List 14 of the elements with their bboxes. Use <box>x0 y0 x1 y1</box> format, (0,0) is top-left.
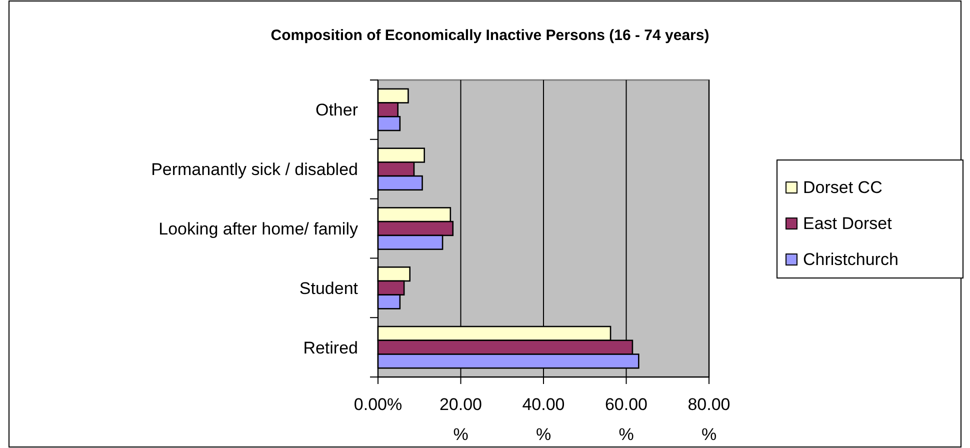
x-tick-label: 80.00% <box>688 395 730 444</box>
legend-label: Christchurch <box>803 250 898 269</box>
legend-label: East Dorset <box>803 214 892 233</box>
x-tick-label: 20.00% <box>439 395 482 444</box>
y-tick-label: Looking after home/ family <box>158 220 358 238</box>
y-tick-label: Other <box>315 100 358 120</box>
x-tick-label: 60.00% <box>604 395 648 444</box>
legend-label: Dorset CC <box>803 178 882 197</box>
y-tick-label: Student <box>299 278 358 298</box>
y-tick-label: Retired <box>303 338 358 358</box>
x-tick-label: 0.00% <box>354 395 402 414</box>
x-tick-label: 40.00% <box>522 395 565 444</box>
chart-title: Composition of Economically Inactive Persons (16 - 74 years) <box>270 27 710 44</box>
y-tick-label: Permanantly sick / disabled <box>151 160 358 180</box>
